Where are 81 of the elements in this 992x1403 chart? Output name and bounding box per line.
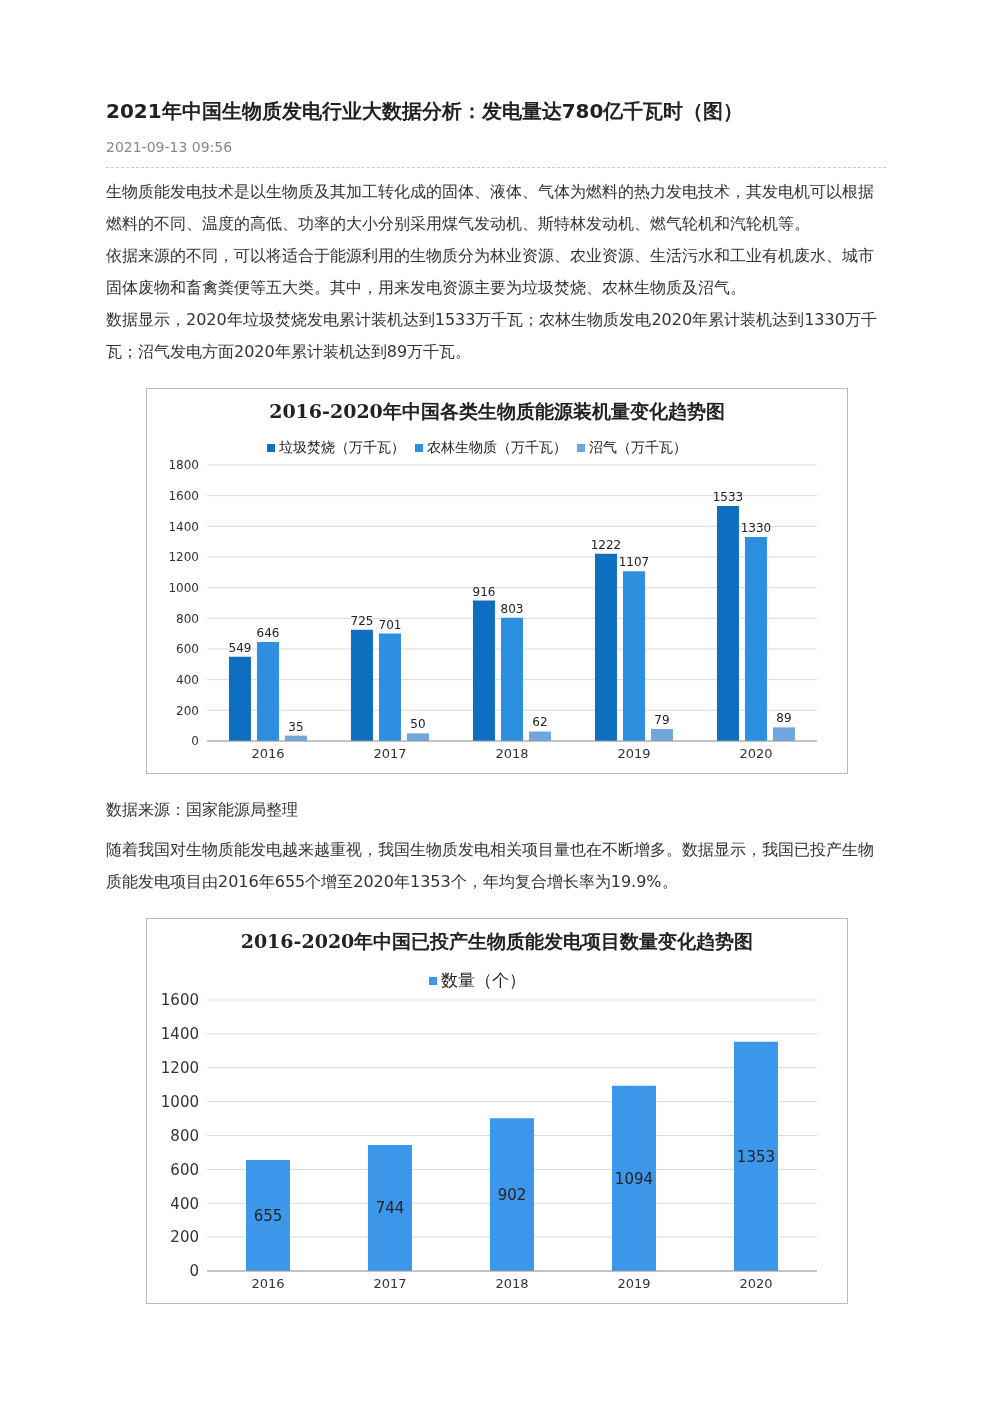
bar	[622, 571, 645, 741]
bar	[256, 641, 279, 741]
bar	[378, 633, 401, 741]
bar	[733, 1041, 778, 1271]
y-tick-label: 400	[170, 1194, 199, 1213]
text: 随着我国对生物质能发电越来越重视，我国生物质发电相关项目量也在不断增多。数据显示，我国已投产生物质能发电项目由2016年655个增至2020年1353个，年均复合增长率为19.9%。	[106, 839, 875, 893]
bar	[500, 617, 523, 741]
bar	[528, 731, 551, 741]
bar	[650, 728, 673, 741]
legend-label: 农林生物质（万千瓦）	[427, 439, 567, 455]
bar	[744, 537, 767, 741]
x-tick-label: 2019	[617, 1276, 651, 1292]
data-label: 1222	[590, 537, 622, 552]
data-label: 701	[378, 617, 402, 632]
bar	[716, 505, 739, 741]
x-tick-label: 2018	[495, 1276, 529, 1292]
data-label: 62	[532, 715, 548, 730]
y-tick-label: 0	[189, 1262, 199, 1281]
bar	[594, 553, 617, 741]
legend-label: 沼气（万千瓦）	[589, 439, 687, 455]
y-tick-label: 600	[170, 1160, 199, 1179]
y-tick-label: 0	[191, 734, 199, 749]
x-tick-label: 2016	[251, 1276, 285, 1292]
chart-title: 2016-2020年中国各类生物质能源装机量变化趋势图	[268, 399, 726, 424]
y-tick-label: 200	[170, 1228, 199, 1247]
data-label: 50	[410, 717, 426, 732]
bar	[228, 656, 251, 741]
data-label: 916	[472, 584, 496, 599]
data-label: 1107	[618, 555, 650, 570]
y-tick-label: 1000	[160, 1092, 199, 1111]
y-tick-label: 1600	[168, 488, 199, 503]
x-tick-label: 2017	[373, 1276, 407, 1292]
text: 2021-09-13 09:56	[106, 139, 886, 168]
y-tick-label: 600	[176, 642, 199, 657]
data-label: 1353	[736, 1147, 776, 1166]
data-label: 79	[654, 712, 670, 727]
data-label: 1533	[712, 489, 744, 504]
y-tick-label: 800	[170, 1126, 199, 1145]
data-label: 549	[228, 640, 252, 655]
data-label: 646	[256, 625, 280, 640]
bar	[489, 1118, 534, 1271]
bar	[772, 727, 795, 741]
data-label: 655	[253, 1206, 283, 1225]
data-label: 744	[375, 1199, 405, 1218]
y-tick-label: 1000	[168, 580, 199, 595]
source-note: 数据来源：国家能源局整理	[106, 799, 299, 821]
text: 2021年中国生物质发电行业大数据分析：发电量达780亿千瓦时（图）	[106, 98, 745, 125]
x-tick-label: 2017	[373, 746, 407, 762]
y-tick-label: 400	[176, 672, 199, 687]
x-tick-label: 2020	[739, 1276, 773, 1292]
bar	[472, 600, 495, 741]
bar	[406, 733, 429, 741]
y-tick-label: 1200	[168, 550, 199, 565]
y-tick-label: 1400	[168, 519, 199, 534]
y-tick-label: 1200	[160, 1059, 199, 1078]
x-tick-label: 2020	[739, 746, 773, 762]
bar	[245, 1160, 290, 1271]
text: 依据来源的不同，可以将适合于能源利用的生物质分为林业资源、农业资源、生活污水和工业有机废水、城市固体废物和畜禽粪便等五大类。其中，用来发电资源主要为垃圾焚烧、农林生物质及沼气。	[106, 245, 875, 299]
y-tick-label: 800	[176, 611, 199, 626]
bar	[611, 1085, 656, 1271]
legend-label: 数量（个）	[440, 970, 526, 990]
x-tick-label: 2016	[251, 746, 285, 762]
x-tick-label: 2019	[617, 746, 651, 762]
y-tick-label: 200	[176, 703, 199, 718]
text: 生物质能发电技术是以生物质及其加工转化成的固体、液体、气体为燃料的热力发电技术，其发电机可以根据燃料的不同、温度的高低、功率的大小分别采用煤气发动机、斯特林发动机、燃气轮机和汽轮机等。	[106, 181, 875, 235]
bar	[350, 629, 373, 741]
data-label: 725	[350, 613, 374, 628]
legend-label: 垃圾焚烧（万千瓦）	[279, 439, 405, 455]
data-label: 89	[776, 711, 792, 726]
y-tick-label: 1400	[160, 1025, 199, 1044]
x-tick-label: 2018	[495, 746, 529, 762]
data-label: 1330	[740, 521, 772, 536]
y-tick-label: 1800	[168, 458, 199, 473]
data-label: 902	[497, 1185, 527, 1204]
data-label: 1094	[614, 1169, 654, 1188]
data-label: 35	[288, 719, 304, 734]
data-label: 803	[500, 601, 524, 616]
text: 数据显示，2020年垃圾焚烧发电累计装机达到1533万千瓦；农林生物质发电2020年累计装机达到1330万千瓦；沼气发电方面2020年累计装机达到89万千瓦。	[106, 309, 878, 363]
bar	[367, 1144, 412, 1271]
y-tick-label: 1600	[160, 991, 199, 1010]
chart-title: 2016-2020年中国已投产生物质能发电项目数量变化趋势图	[239, 929, 755, 954]
